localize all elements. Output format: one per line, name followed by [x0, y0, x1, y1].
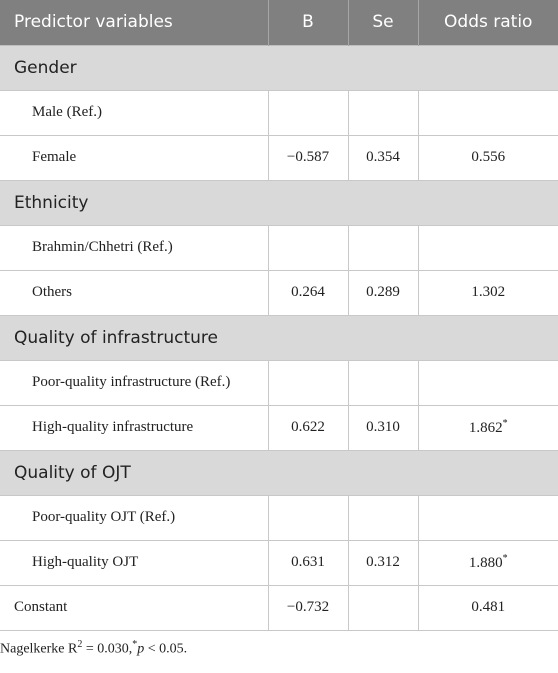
superscript: *: [502, 418, 508, 429]
value-cell: 0.622: [267, 404, 349, 451]
superscript: *: [502, 553, 508, 564]
value-cell: −0.587: [267, 134, 349, 181]
value-cell: −0.732: [267, 584, 349, 631]
value-cell: [267, 494, 349, 541]
row-label: Brahmin/Chhetri (Ref.): [0, 224, 269, 271]
constant-row: Constant −0.732 0.481: [0, 584, 558, 631]
data-row: Brahmin/Chhetri (Ref.): [0, 224, 558, 271]
value-cell: [267, 359, 349, 406]
section-row: Quality of OJT: [0, 449, 558, 495]
row-label: Female: [0, 134, 269, 181]
data-row: Male (Ref.): [0, 89, 558, 136]
value-cell: [347, 89, 419, 136]
value-cell: [267, 224, 349, 271]
value-cell: 1.880*: [417, 539, 558, 586]
data-row: Poor-quality OJT (Ref.): [0, 494, 558, 541]
footnote: Nagelkerke R2 = 0.030,*p < 0.05.: [0, 639, 558, 658]
value-cell: [417, 359, 558, 406]
value-cell: [347, 584, 419, 631]
footnote-part: < 0.05.: [144, 641, 188, 657]
value-cell: 0.289: [347, 269, 419, 316]
column-header: Se: [348, 0, 419, 45]
row-label: Poor-quality OJT (Ref.): [0, 494, 269, 541]
cell-value: 1.862: [468, 420, 503, 436]
row-label: Poor-quality infrastructure (Ref.): [0, 359, 269, 406]
footnote-part: *: [132, 638, 138, 650]
value-cell: [417, 224, 558, 271]
header-row: Predictor variables B Se Odds ratio: [0, 0, 558, 45]
regression-table: Predictor variables B Se Odds ratio Gender Ma…: [0, 0, 558, 631]
value-cell: 1.862*: [417, 404, 558, 451]
value-cell: [417, 89, 558, 136]
row-label: High-quality OJT: [0, 539, 269, 586]
row-label: Others: [0, 269, 269, 316]
section-row: Quality of infrastructure: [0, 314, 558, 360]
column-header: Odds ratio: [418, 0, 558, 45]
data-row: Female −0.587 0.354 0.556: [0, 134, 558, 181]
value-cell: 1.302: [417, 269, 558, 316]
data-row: Poor-quality infrastructure (Ref.): [0, 359, 558, 406]
footnote-part: p: [137, 641, 145, 657]
value-cell: 0.354: [347, 134, 419, 181]
data-row: High-quality infrastructure 0.622 0.310 1.8…: [0, 404, 558, 451]
section-row: Gender: [0, 44, 558, 90]
cell-value: 1.880: [468, 555, 503, 571]
value-cell: 0.312: [347, 539, 419, 586]
section-row: Ethnicity: [0, 179, 558, 225]
footnote-part: = 0.030,: [82, 641, 133, 657]
value-cell: [417, 494, 558, 541]
value-cell: 0.556: [417, 134, 558, 181]
column-header: Predictor variables: [0, 0, 269, 45]
section-title: Gender: [0, 44, 558, 90]
row-label: High-quality infrastructure: [0, 404, 269, 451]
value-cell: 0.264: [267, 269, 349, 316]
row-label: Male (Ref.): [0, 89, 269, 136]
value-cell: 0.481: [417, 584, 558, 631]
column-header: B: [268, 0, 349, 45]
data-row: High-quality OJT 0.631 0.312 1.880*: [0, 539, 558, 586]
value-cell: [347, 494, 419, 541]
footnote-part: Nagelkerke R: [0, 641, 78, 657]
value-cell: 0.631: [267, 539, 349, 586]
value-cell: [347, 359, 419, 406]
section-title: Quality of OJT: [0, 449, 558, 495]
section-title: Ethnicity: [0, 179, 558, 225]
value-cell: 0.310: [347, 404, 419, 451]
value-cell: [347, 224, 419, 271]
data-row: Others 0.264 0.289 1.302: [0, 269, 558, 316]
footnote-part: 2: [77, 638, 83, 650]
value-cell: [267, 89, 349, 136]
row-label: Constant: [0, 584, 269, 631]
section-title: Quality of infrastructure: [0, 314, 558, 360]
